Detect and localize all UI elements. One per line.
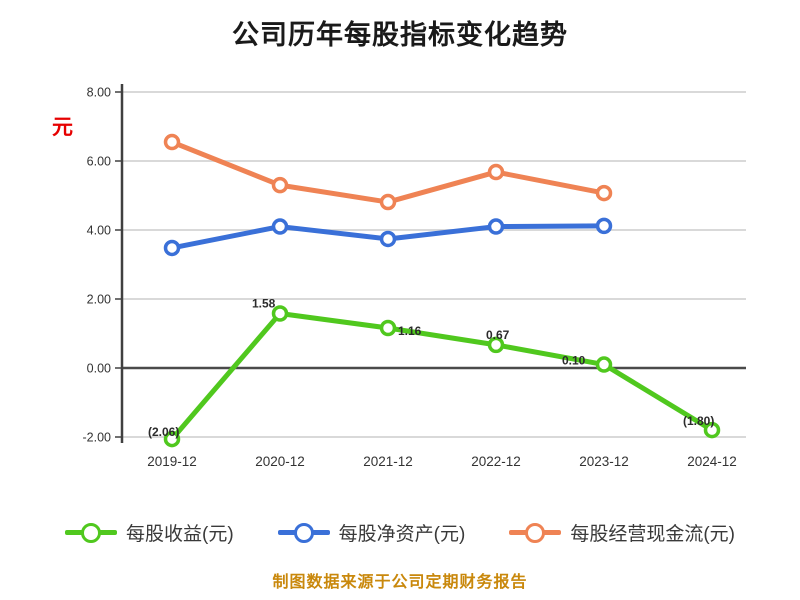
- legend-circle-icon: [81, 522, 102, 543]
- chart-title: 公司历年每股指标变化趋势: [232, 20, 568, 50]
- data-point-marker[interactable]: [487, 163, 505, 181]
- data-point-marker[interactable]: [487, 336, 505, 354]
- data-point-marker[interactable]: [379, 319, 397, 337]
- y-tick-label: 6.00: [87, 155, 111, 169]
- legend-item-2[interactable]: 每股经营现金流(元): [509, 519, 735, 546]
- data-point-marker[interactable]: [271, 305, 289, 322]
- x-tick-label: 2020-12: [255, 454, 305, 469]
- y-tick-label: 8.00: [87, 86, 111, 100]
- legend-item-label: 每股经营现金流(元): [570, 524, 735, 545]
- legend-item-label: 每股净资产(元): [338, 524, 466, 545]
- data-point-marker[interactable]: [595, 217, 613, 235]
- legend-circle-icon: [525, 522, 546, 543]
- legend-circle-icon: [293, 522, 314, 543]
- legend-line-marker-icon: [277, 522, 330, 543]
- data-point-marker[interactable]: [595, 356, 613, 373]
- data-point-marker[interactable]: [379, 230, 397, 248]
- data-point-label: 0.10: [562, 354, 586, 368]
- data-point-marker[interactable]: [271, 176, 289, 194]
- data-point-marker[interactable]: [487, 218, 505, 235]
- data-point-label: 1.58: [252, 296, 276, 310]
- x-tick-label: 2022-12: [471, 454, 521, 469]
- data-point-marker[interactable]: [703, 421, 721, 439]
- legend-line-marker-icon: [509, 522, 562, 543]
- data-point-marker[interactable]: [163, 133, 181, 151]
- data-point-label: 0.67: [486, 328, 510, 342]
- y-axis-unit-label: 元: [52, 116, 73, 139]
- data-point-label: (2.06): [148, 425, 179, 439]
- data-point-marker[interactable]: [271, 218, 289, 235]
- x-tick-label: 2021-12: [363, 454, 413, 469]
- y-tick-label: 4.00: [87, 224, 111, 238]
- source-note: 制图数据来源于公司定期财务报告: [272, 574, 528, 591]
- x-tick-label: 2023-12: [579, 454, 629, 469]
- y-tick-label: -2.00: [83, 431, 112, 445]
- series-line-0: [169, 310, 715, 442]
- legend-item-1[interactable]: 每股净资产(元): [277, 519, 466, 546]
- legend-line-marker-icon: [65, 522, 118, 543]
- x-tick-label: 2024-12: [687, 454, 737, 469]
- y-tick-label: 2.00: [87, 293, 111, 307]
- data-point-label: 1.16: [398, 324, 422, 338]
- x-tick-label: 2019-12: [147, 454, 197, 469]
- chart-legend: 每股收益(元) 每股净资产(元) 每股经营现金流(元): [0, 519, 800, 546]
- y-tick-label: 0.00: [87, 362, 111, 376]
- data-point-label: (1.80): [683, 414, 714, 428]
- data-point-marker[interactable]: [595, 184, 613, 202]
- data-point-marker[interactable]: [163, 430, 181, 448]
- legend-item-0[interactable]: 每股收益(元): [65, 519, 234, 546]
- series-line-2: [169, 139, 607, 205]
- data-point-marker[interactable]: [163, 239, 181, 257]
- legend-item-label: 每股收益(元): [126, 524, 234, 545]
- data-point-marker[interactable]: [379, 193, 397, 211]
